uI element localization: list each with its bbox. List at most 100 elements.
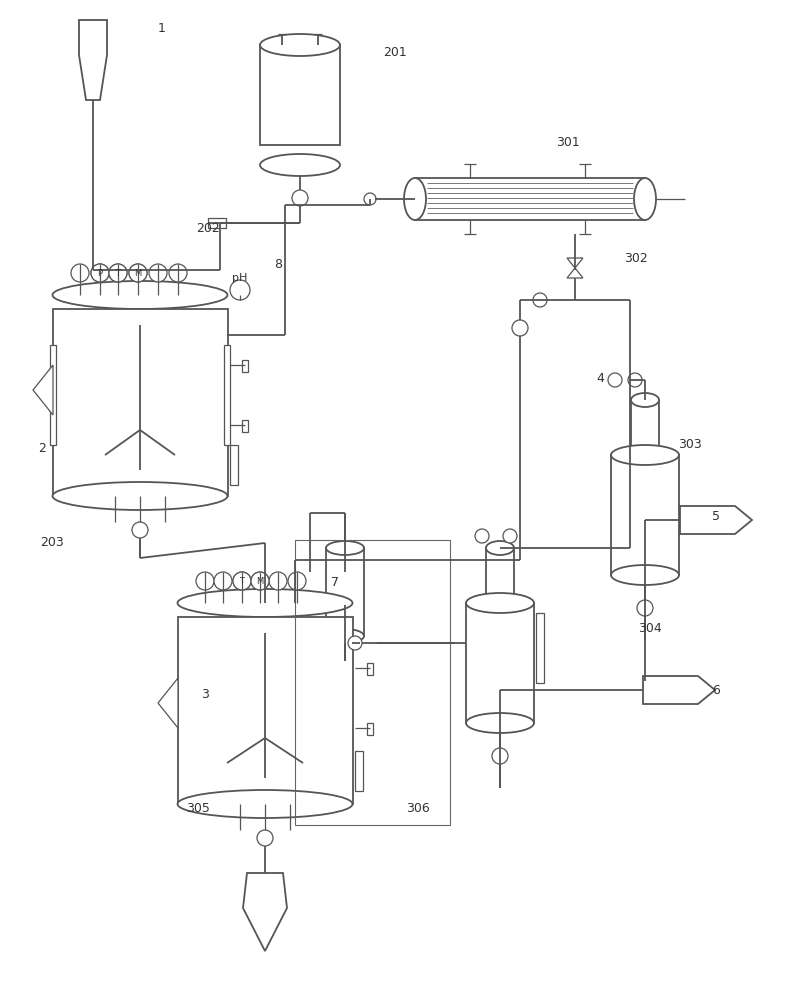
Ellipse shape [177,790,352,818]
Bar [53,309,228,496]
Circle shape [608,373,622,387]
Bar [367,663,373,675]
Circle shape [129,264,147,282]
Text: 201: 201 [383,45,407,58]
Circle shape [288,572,306,590]
Circle shape [533,293,547,307]
Polygon shape [680,506,752,534]
Polygon shape [79,20,107,100]
Polygon shape [33,365,53,415]
Circle shape [149,264,167,282]
Circle shape [233,572,251,590]
Text: 2: 2 [38,442,46,454]
Text: 305: 305 [186,802,210,814]
Circle shape [91,264,109,282]
Text: 301: 301 [556,135,580,148]
Text: 1: 1 [158,21,166,34]
Ellipse shape [260,154,340,176]
Bar [486,548,514,603]
Text: M: M [257,576,264,585]
Circle shape [512,320,528,336]
Text: 202: 202 [196,222,220,234]
Ellipse shape [326,541,364,555]
Circle shape [233,572,251,590]
Ellipse shape [631,448,659,462]
Circle shape [269,572,287,590]
Bar [242,420,248,432]
Bar [208,218,226,228]
Polygon shape [567,268,583,278]
Ellipse shape [634,178,656,220]
Circle shape [292,190,308,206]
Polygon shape [567,258,583,268]
Bar [536,613,544,683]
Bar [631,400,659,455]
Text: 306: 306 [406,802,430,814]
Circle shape [251,572,269,590]
Circle shape [129,264,147,282]
Ellipse shape [466,593,534,613]
Bar [415,178,645,220]
Circle shape [475,529,489,543]
Circle shape [109,264,127,282]
Circle shape [637,600,653,616]
Text: pH: pH [232,273,248,283]
Ellipse shape [631,393,659,407]
Circle shape [257,830,273,846]
Bar [326,548,364,636]
Bar [178,617,353,804]
Circle shape [251,572,269,590]
Bar [367,723,373,735]
Ellipse shape [404,178,426,220]
Ellipse shape [466,713,534,733]
Circle shape [348,636,362,650]
Circle shape [503,529,517,543]
Bar [242,360,248,372]
Circle shape [109,264,127,282]
Text: 302: 302 [624,251,648,264]
Text: T: T [239,576,244,585]
Text: 304: 304 [638,621,662,635]
Ellipse shape [486,596,514,610]
Circle shape [364,193,376,205]
Bar [260,45,340,145]
Circle shape [196,572,214,590]
Polygon shape [243,873,287,951]
Circle shape [214,572,232,590]
Circle shape [169,264,187,282]
Text: 6: 6 [712,684,720,696]
Circle shape [132,522,148,538]
Bar [224,345,230,445]
Polygon shape [643,676,715,704]
Bar [230,445,238,485]
Text: 5: 5 [712,510,720,522]
Text: M: M [134,268,141,277]
Bar [355,751,363,791]
Ellipse shape [326,629,364,643]
Circle shape [71,264,89,282]
Text: 303: 303 [678,438,702,452]
Text: 3: 3 [201,688,209,702]
Bar [295,540,450,825]
Ellipse shape [53,482,228,510]
Text: T: T [115,268,121,277]
Ellipse shape [486,541,514,555]
Ellipse shape [260,34,340,56]
Text: 7: 7 [331,576,339,588]
Circle shape [628,373,642,387]
Text: 203: 203 [40,536,64,548]
Bar [466,603,534,723]
Bar [50,345,56,445]
Ellipse shape [611,565,679,585]
Text: 4: 4 [596,371,604,384]
Bar [611,455,679,575]
Text: 8: 8 [274,258,282,271]
Circle shape [91,264,109,282]
Circle shape [492,748,508,764]
Ellipse shape [177,589,352,617]
Circle shape [230,280,250,300]
Polygon shape [158,678,178,728]
Ellipse shape [53,281,228,309]
Ellipse shape [611,445,679,465]
Text: P: P [97,268,103,277]
